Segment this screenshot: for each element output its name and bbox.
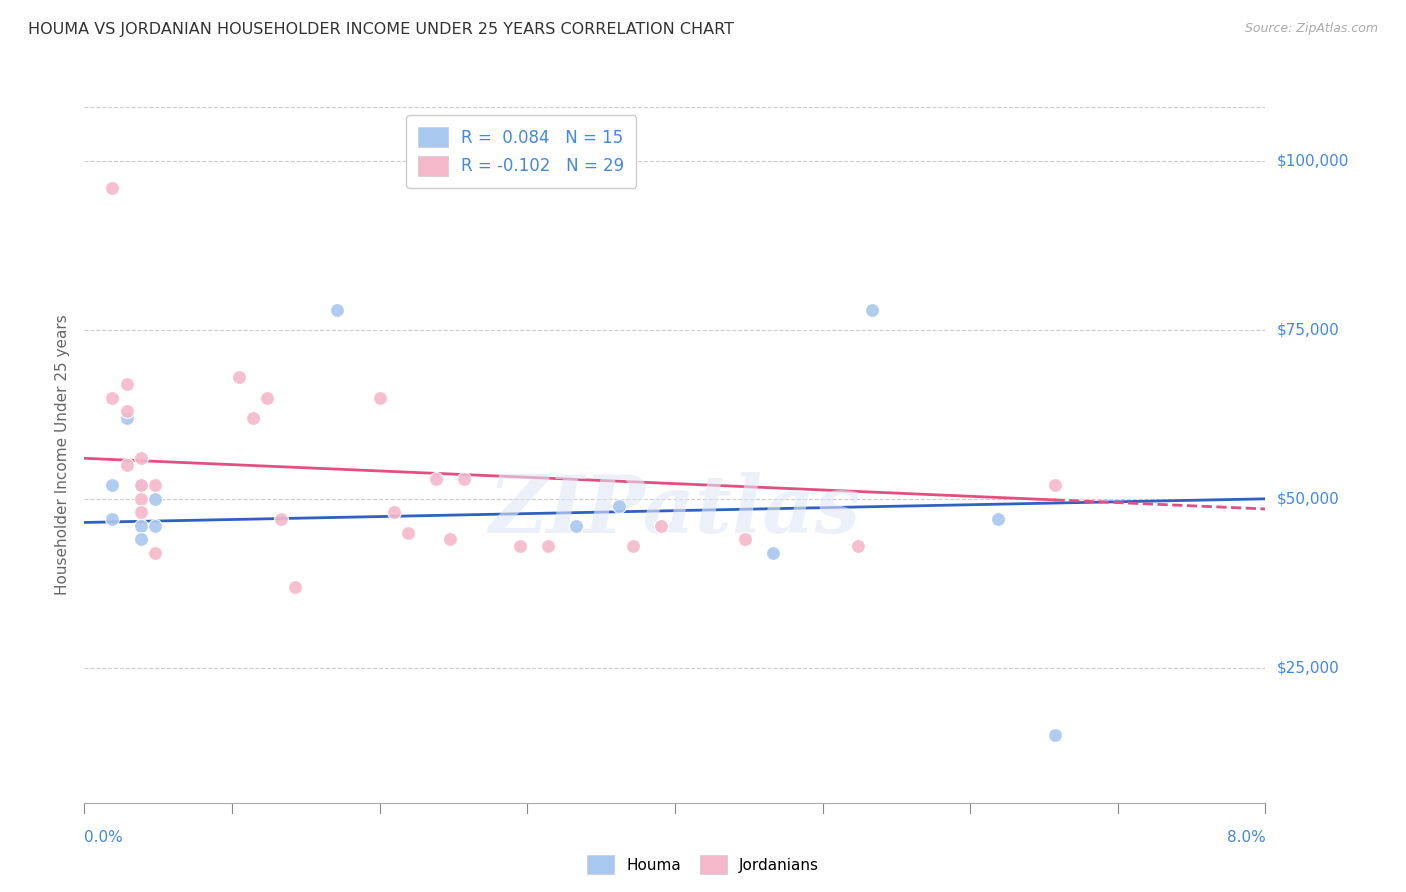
Point xyxy=(382,505,405,519)
Text: $75,000: $75,000 xyxy=(1277,322,1340,337)
Point xyxy=(270,512,292,526)
Point xyxy=(846,539,869,553)
Point xyxy=(143,491,166,506)
Point xyxy=(453,472,475,486)
Point xyxy=(115,458,138,472)
Point xyxy=(621,539,644,553)
Point xyxy=(129,491,152,506)
Point xyxy=(565,519,588,533)
Text: $50,000: $50,000 xyxy=(1277,491,1340,507)
Point xyxy=(143,546,166,560)
Text: $25,000: $25,000 xyxy=(1277,660,1340,675)
Text: Source: ZipAtlas.com: Source: ZipAtlas.com xyxy=(1244,22,1378,36)
Legend: Houma, Jordanians: Houma, Jordanians xyxy=(581,849,825,880)
Point xyxy=(650,519,672,533)
Point xyxy=(129,451,152,466)
Point xyxy=(143,519,166,533)
Point xyxy=(129,519,152,533)
Text: ZIPatlas: ZIPatlas xyxy=(489,472,860,549)
Point xyxy=(129,478,152,492)
Point xyxy=(143,478,166,492)
Point xyxy=(115,376,138,391)
Text: HOUMA VS JORDANIAN HOUSEHOLDER INCOME UNDER 25 YEARS CORRELATION CHART: HOUMA VS JORDANIAN HOUSEHOLDER INCOME UN… xyxy=(28,22,734,37)
Text: 0.0%: 0.0% xyxy=(84,830,124,845)
Point xyxy=(101,478,124,492)
Point xyxy=(101,181,124,195)
Point xyxy=(1043,728,1066,742)
Point xyxy=(326,302,349,317)
Y-axis label: Householder Income Under 25 years: Householder Income Under 25 years xyxy=(55,315,70,595)
Point xyxy=(860,302,883,317)
Point xyxy=(284,580,307,594)
Point xyxy=(101,512,124,526)
Point xyxy=(762,546,785,560)
Point xyxy=(368,391,391,405)
Point xyxy=(734,533,756,547)
Point xyxy=(987,512,1010,526)
Point xyxy=(115,410,138,425)
Text: $100,000: $100,000 xyxy=(1277,153,1348,169)
Point xyxy=(1043,478,1066,492)
Point xyxy=(129,505,152,519)
Point xyxy=(129,533,152,547)
Point xyxy=(607,499,630,513)
Point xyxy=(537,539,560,553)
Point xyxy=(425,472,447,486)
Point xyxy=(509,539,531,553)
Point xyxy=(228,370,250,384)
Point xyxy=(101,391,124,405)
Point xyxy=(396,525,419,540)
Point xyxy=(242,410,264,425)
Point xyxy=(115,404,138,418)
Legend: R =  0.084   N = 15, R = -0.102   N = 29: R = 0.084 N = 15, R = -0.102 N = 29 xyxy=(406,115,637,187)
Point xyxy=(256,391,278,405)
Text: 8.0%: 8.0% xyxy=(1226,830,1265,845)
Point xyxy=(129,478,152,492)
Point xyxy=(439,533,461,547)
